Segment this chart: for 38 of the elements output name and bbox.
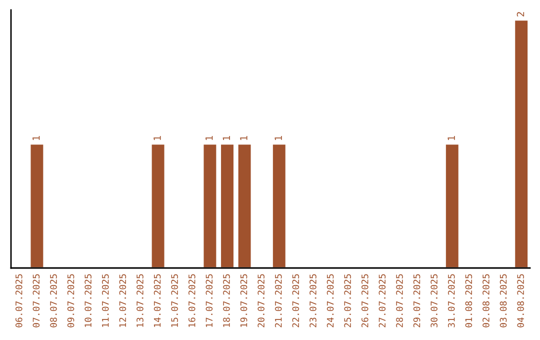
x-tick-label: 04.08.2025 — [517, 274, 524, 328]
x-tick-label: 16.07.2025 — [188, 274, 196, 327]
x-tick-label: 07.07.2025 — [32, 274, 40, 328]
x-tick-label: 29.07.2025 — [413, 274, 420, 328]
x-tick-label: 14.07.2025 — [154, 274, 161, 327]
x-tick-label: 27.07.2025 — [378, 274, 386, 328]
x-tick-label: 03.08.2025 — [500, 274, 507, 328]
data-label: 1 — [206, 136, 213, 140]
x-tick-label: 08.07.2025 — [50, 274, 57, 328]
x-tick-label: 10.07.2025 — [84, 274, 92, 327]
x-tick-label: 23.07.2025 — [310, 274, 316, 328]
x-tick-label: 09.07.2025 — [67, 274, 74, 328]
data-label: 1 — [32, 136, 40, 140]
data-label: 1 — [222, 136, 230, 140]
x-tick-label: 31.07.2025 — [448, 274, 455, 328]
data-label: 1 — [154, 136, 161, 140]
x-tick-label: 21.07.2025 — [274, 274, 282, 328]
x-tick-label: 11.07.2025 — [102, 274, 109, 327]
x-tick-label: 13.07.2025 — [136, 274, 144, 327]
data-label: 2 — [516, 12, 524, 16]
data-label: 1 — [448, 136, 455, 140]
x-tick-label: 24.07.2025 — [326, 274, 334, 328]
x-tick-label: 26.07.2025 — [361, 274, 368, 328]
x-tick-label: 20.07.2025 — [258, 274, 264, 328]
x-tick-label: 02.08.2025 — [482, 274, 490, 328]
x-tick-label: 22.07.2025 — [292, 274, 300, 328]
x-tick-label: 01.08.2025 — [465, 274, 472, 328]
x-tick-label: 12.07.2025 — [119, 274, 126, 327]
x-tick-label: 18.07.2025 — [223, 274, 230, 327]
x-tick-label: 25.07.2025 — [344, 274, 351, 328]
x-tick-label: 30.07.2025 — [430, 274, 438, 328]
x-tick-label: 28.07.2025 — [396, 274, 403, 328]
x-tick-label: 19.07.2025 — [240, 274, 248, 327]
data-label: 1 — [240, 136, 248, 140]
data-label: 1 — [274, 136, 282, 140]
x-tick-label: 06.07.2025 — [15, 274, 22, 328]
x-tick-label: 17.07.2025 — [206, 274, 213, 327]
x-tick-label: 15.07.2025 — [171, 274, 178, 327]
